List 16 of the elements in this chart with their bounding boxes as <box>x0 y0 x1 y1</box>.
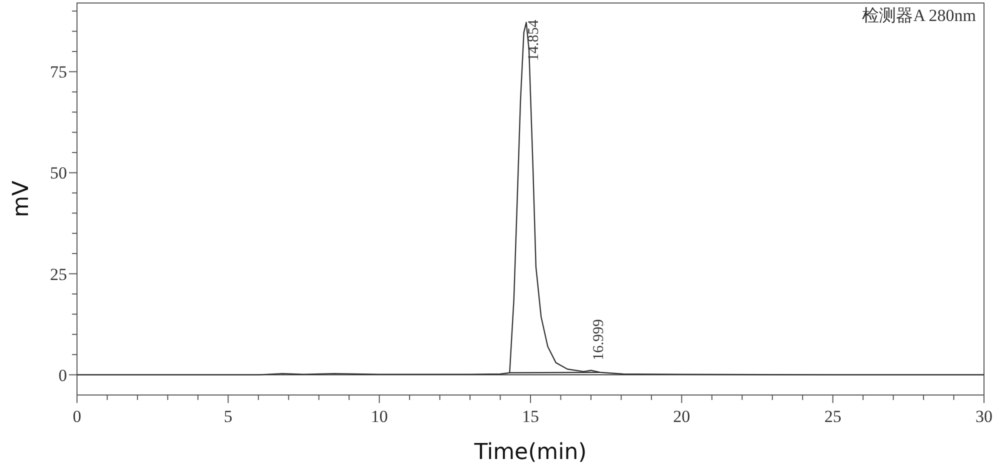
x-tick-label: 10 <box>370 407 388 426</box>
x-tick-label: 20 <box>673 407 690 426</box>
y-tick-label: 75 <box>50 62 67 82</box>
x-tick-label: 30 <box>976 407 992 426</box>
y-tick-label: 0 <box>58 366 67 385</box>
annotation: 14.854 <box>526 19 542 61</box>
x-tick-label: 25 <box>824 407 842 426</box>
annotation: 16.999 <box>590 319 607 360</box>
y-tick-label: 25 <box>50 264 67 284</box>
annotation: 检测器A 280nm <box>862 6 976 25</box>
y-tick-label: 50 <box>50 164 67 183</box>
y-axis-title: mV <box>9 180 34 218</box>
x-tick-label: 15 <box>522 407 539 426</box>
x-tick-label: 0 <box>72 407 82 426</box>
x-tick-label: 5 <box>224 407 232 426</box>
x-axis-title: Time(min) <box>473 440 587 465</box>
